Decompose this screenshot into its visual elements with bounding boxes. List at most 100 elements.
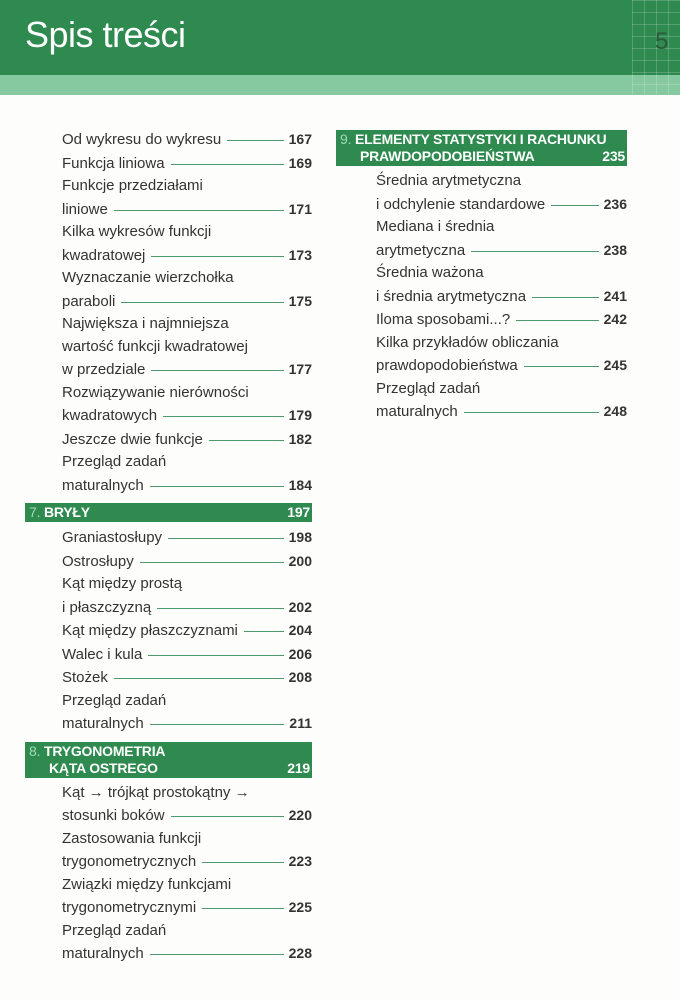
entry-text-line: Jeszcze dwie funkcje: [62, 430, 203, 448]
section-page-number: 197: [287, 504, 310, 520]
entry-text-line: Przegląd zadań: [62, 921, 167, 939]
toc-entry[interactable]: Iloma sposobami...? 242: [336, 308, 627, 332]
entry-text-line: i odchylenie standardowe: [376, 195, 546, 213]
entry-page-number: 171: [288, 200, 312, 217]
entry-text-line: trygonometrycznych: [62, 853, 197, 870]
section-title: BRYŁY: [43, 504, 90, 520]
leader-line: [113, 678, 284, 679]
header-grid-decoration: [632, 0, 680, 95]
entry-text-line: Przegląd zadań: [376, 379, 481, 397]
entry-page-number: 208: [288, 669, 312, 685]
toc-entry[interactable]: Kąt → trójkąt prostokątny → stosunki bokó…: [25, 782, 312, 828]
section-title-wrap: 7. BRYŁY: [29, 504, 90, 521]
leader-line: [168, 538, 284, 539]
entry-last-line: Graniastosłupy 198: [62, 526, 312, 550]
entry-last-line: trygonometrycznymi 225: [62, 896, 312, 920]
page-title: Spis treści: [25, 14, 186, 55]
toc-entry[interactable]: Związki między funkcjami trygonometryczny…: [25, 874, 312, 920]
entry-text-line: Kąt między płaszczyznami: [62, 622, 238, 639]
leader-line: [139, 561, 284, 563]
entry-last-line: Walec i kula 206: [62, 643, 312, 667]
entry-text-line: stosunki boków: [62, 807, 165, 824]
entry-last-line: prawdopodobieństwa 245: [376, 354, 627, 378]
section-page-number: 235: [602, 148, 625, 164]
section-number: 7.: [29, 504, 41, 520]
entry-page-number: 206: [288, 645, 312, 662]
entry-text-line: i średnia arytmetyczna: [376, 287, 527, 305]
toc-entry[interactable]: Funkcja liniowa 169: [25, 152, 312, 176]
toc-entry[interactable]: Funkcje przedziałami liniowe 171: [25, 175, 312, 221]
toc-entry[interactable]: Kilka przykładów obliczania prawdopodobie…: [336, 332, 627, 378]
entry-text-line: Funkcje przedziałami: [62, 177, 203, 194]
toc-entry[interactable]: Wyznaczanie wierzchołka paraboli 175: [25, 267, 312, 313]
toc-entry[interactable]: Ostrosłupy 200: [25, 550, 312, 574]
entry-text-line: Walec i kula: [62, 645, 143, 663]
entry-last-line: i średnia arytmetyczna 241: [376, 285, 627, 309]
toc-entry[interactable]: Od wykresu do wykresu 167: [25, 128, 312, 152]
entry-text-line: kwadratowej: [62, 246, 146, 264]
toc-entry[interactable]: Przegląd zadań maturalnych 184: [25, 451, 312, 497]
entry-last-line: Jeszcze dwie funkcje 182: [62, 428, 312, 452]
entry-text-line: Kilka przykładów obliczania: [376, 333, 559, 351]
entry-page-number: 202: [288, 598, 312, 615]
leader-line: [121, 301, 284, 303]
section-header[interactable]: 9. ELEMENTY STATYSTYKI I RACHUNKU PRAWDOP…: [336, 130, 627, 166]
entry-text-line: trygonometrycznymi: [62, 899, 197, 916]
leader-line: [532, 296, 599, 298]
entry-text-line: Średnia ważona: [376, 264, 484, 281]
toc-entry[interactable]: Przegląd zadań maturalnych 248: [336, 378, 627, 424]
section-page-number: 219: [287, 759, 310, 776]
toc-entry[interactable]: Jeszcze dwie funkcje 182: [25, 428, 312, 452]
entry-page-number: 198: [288, 529, 312, 545]
leader-line: [202, 862, 284, 863]
section-header[interactable]: 7. BRYŁY 197: [25, 503, 312, 522]
leader-line: [151, 255, 284, 257]
section-number: 9.: [340, 131, 352, 147]
entry-text-line: Stożek: [62, 669, 108, 686]
toc-entry[interactable]: Walec i kula 206: [25, 643, 312, 667]
entry-page-number: 204: [288, 622, 312, 638]
section-title-wrap: PRAWDOPODOBIEŃSTWA: [340, 148, 535, 165]
toc-entry[interactable]: Kilka wykresów funkcji kwadratowej 173: [25, 221, 312, 267]
toc-entry[interactable]: Rozwiązywanie nierówności kwadratowych 179: [25, 382, 312, 428]
entry-text-line: Przegląd zadań: [62, 453, 167, 470]
leader-line: [551, 204, 599, 206]
leader-line: [170, 816, 284, 817]
entry-last-line: Kąt między płaszczyznami 204: [62, 619, 312, 643]
toc-entry[interactable]: Kąt między płaszczyznami 204: [25, 619, 312, 643]
section-header[interactable]: 8. TRYGONOMETRIA KĄTA OSTREGO 219: [25, 741, 312, 778]
entry-text-line: w przedziale: [62, 361, 146, 378]
entry-last-line: trygonometrycznych 223: [62, 850, 312, 874]
toc-entry[interactable]: Największa i najmniejsza wartość funkcji …: [25, 313, 312, 382]
entry-text-line: Iloma sposobami...?: [376, 311, 511, 328]
toc-entry[interactable]: Kąt między prostą i płaszczyzną 202: [25, 573, 312, 619]
section-title: ELEMENTY STATYSTYKI I RACHUNKU: [354, 131, 607, 147]
section-title-row: 7. BRYŁY 197: [29, 504, 310, 521]
entry-text-line: paraboli: [62, 292, 116, 310]
toc-entry[interactable]: Mediana i średnia arytmetyczna 238: [336, 216, 627, 262]
toc-entry[interactable]: Średnia ważona i średnia arytmetyczna 241: [336, 262, 627, 308]
entry-last-line: Ostrosłupy 200: [62, 550, 312, 574]
entry-text-line: maturalnych: [62, 476, 144, 494]
entry-text-line: liniowe: [62, 200, 108, 218]
entry-text-line: Mediana i średnia: [376, 218, 495, 235]
entry-text-line: maturalnych: [376, 403, 458, 420]
entry-page-number: 200: [288, 552, 312, 569]
entry-text-line: prawdopodobieństwa: [376, 357, 518, 374]
entry-last-line: maturalnych 248: [376, 400, 627, 424]
entry-page-number: 182: [288, 430, 312, 447]
toc-entry[interactable]: Przegląd zadań maturalnych 211: [25, 690, 312, 736]
toc-entry[interactable]: Przegląd zadań maturalnych 228: [25, 920, 312, 966]
entry-page-number: 245: [603, 357, 627, 373]
toc-entry[interactable]: Stożek 208: [25, 666, 312, 690]
leader-line: [149, 485, 284, 487]
entry-last-line: kwadratowej 173: [62, 244, 312, 268]
toc-entry[interactable]: Średnia arytmetyczna i odchylenie standar…: [336, 170, 627, 216]
entry-last-line: stosunki boków 220: [62, 804, 312, 828]
entry-text-line: wartość funkcji kwadratowej: [62, 337, 248, 355]
toc-right-column: 9. ELEMENTY STATYSTYKI I RACHUNKU PRAWDOP…: [336, 130, 627, 424]
toc-entry[interactable]: Graniastosłupy 198: [25, 526, 312, 550]
entry-page-number: 167: [288, 131, 312, 147]
toc-entry[interactable]: Zastosowania funkcji trygonometrycznych 22…: [25, 828, 312, 874]
leader-line: [227, 140, 284, 141]
